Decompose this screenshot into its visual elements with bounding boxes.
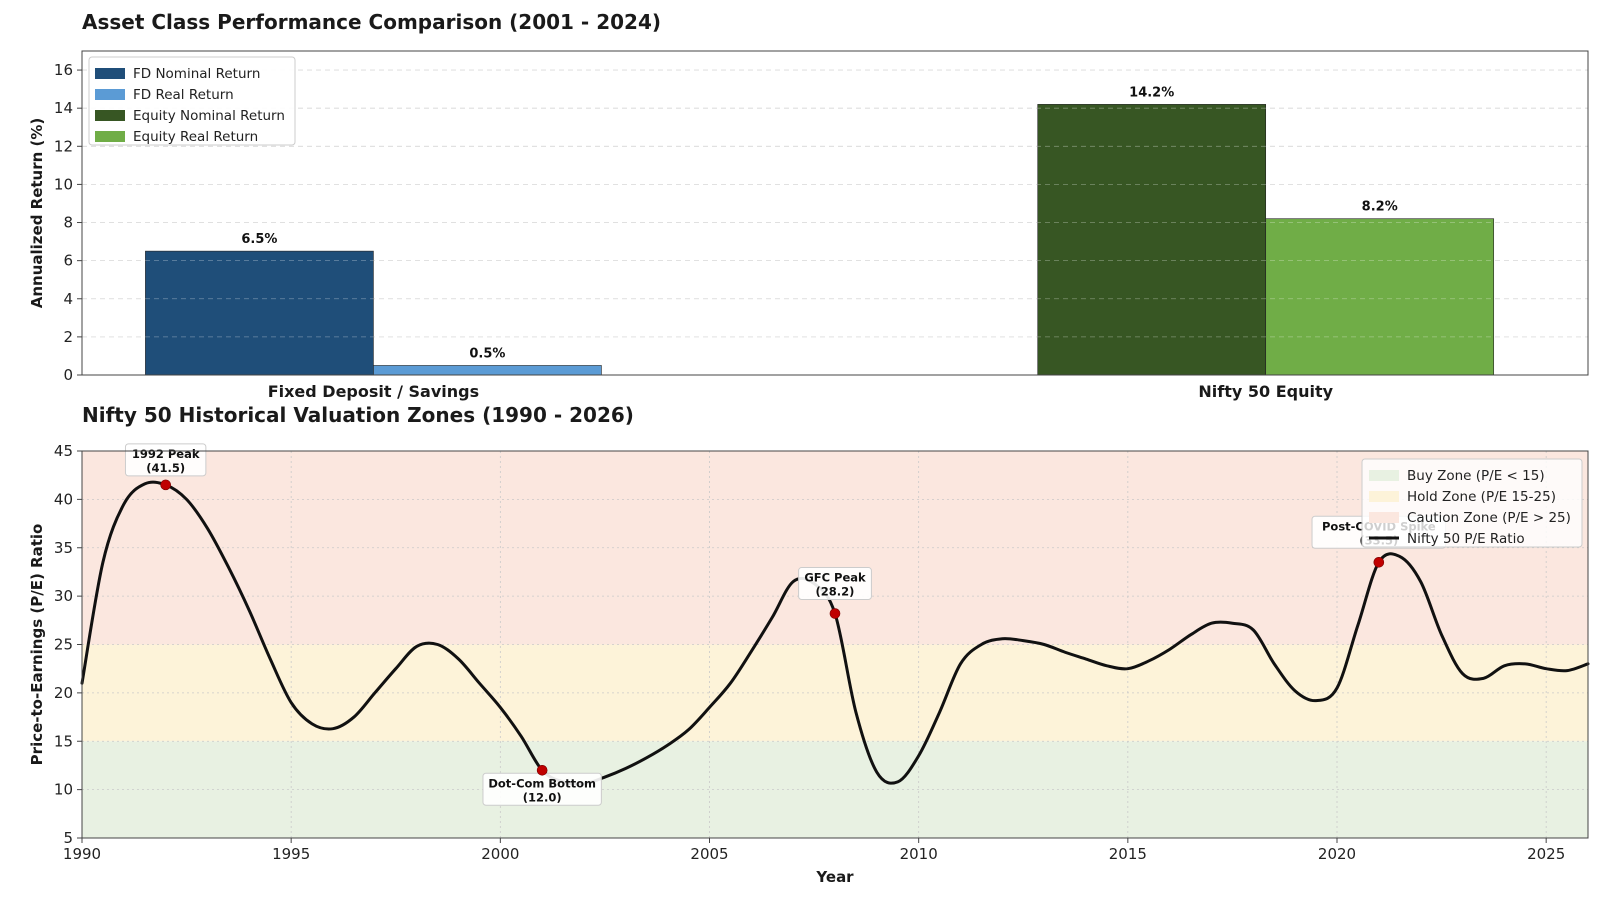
y-tick-label: 10 xyxy=(54,175,73,193)
legend-swatch xyxy=(1369,470,1399,481)
annotation-label: Dot-Com Bottom xyxy=(488,776,596,790)
x-tick-label: 2005 xyxy=(690,845,728,863)
x-tick-label: 2000 xyxy=(481,845,519,863)
x-tick-label: 1990 xyxy=(63,845,101,863)
y-tick-label: 20 xyxy=(54,684,73,702)
annotation-box xyxy=(798,567,872,601)
legend-label: FD Nominal Return xyxy=(133,66,260,82)
x-tick-label: 1995 xyxy=(272,845,310,863)
line-chart-legend: Buy Zone (P/E < 15) Hold Zone (P/E 15-25)… xyxy=(1361,458,1583,548)
y-tick-label: 6 xyxy=(63,252,73,270)
bar-chart-category-labels: Fixed Deposit / Savings Nifty 50 Equity xyxy=(268,382,1334,401)
bar-chart-value-labels: 6.5% 0.5% 14.2% 8.2% xyxy=(241,85,1397,361)
line-chart-y-ticks: 5 10 15 20 25 30 35 40 45 xyxy=(54,442,82,847)
bar-value-label: 8.2% xyxy=(1362,200,1398,215)
legend-label: Nifty 50 P/E Ratio xyxy=(1407,531,1525,547)
y-tick-label: 16 xyxy=(54,61,73,79)
bar-chart-frame xyxy=(81,50,1589,376)
y-tick-label: 15 xyxy=(54,732,73,750)
legend-swatch xyxy=(95,68,125,79)
annotation-value: (28.2) xyxy=(816,585,855,599)
bar-chart-legend: FD Nominal Return FD Real Return Equity No… xyxy=(88,56,296,146)
x-tick-label: 2025 xyxy=(1527,845,1565,863)
legend-swatch xyxy=(95,131,125,142)
annotation-marker xyxy=(829,608,841,619)
x-tick-label: 2010 xyxy=(900,845,938,863)
y-tick-label: 12 xyxy=(54,137,73,155)
y-tick-label: 40 xyxy=(54,490,73,508)
bar xyxy=(1265,218,1495,376)
category-label: Nifty 50 Equity xyxy=(1198,382,1333,401)
legend-label: Caution Zone (P/E > 25) xyxy=(1407,510,1571,526)
legend-label: Hold Zone (P/E 15-25) xyxy=(1407,489,1556,505)
bar-chart-title: Asset Class Performance Comparison (2001… xyxy=(82,10,661,34)
y-tick-label: 4 xyxy=(63,290,73,308)
bar-chart-y-axis-label: Annualized Return (%) xyxy=(28,118,46,309)
legend-swatch xyxy=(1369,512,1399,523)
bar-chart-bars xyxy=(82,69,1588,376)
bar xyxy=(1037,104,1267,376)
bar-value-label: 0.5% xyxy=(469,346,505,361)
x-tick-label: 2020 xyxy=(1318,845,1356,863)
y-tick-label: 2 xyxy=(63,328,73,346)
x-tick-label: 2015 xyxy=(1109,845,1147,863)
line-chart-x-axis-label: Year xyxy=(815,868,854,886)
annotation-marker xyxy=(536,764,548,776)
legend-box xyxy=(88,56,296,146)
annotation-marker xyxy=(1373,556,1385,568)
bar xyxy=(373,365,602,376)
bar-value-label: 6.5% xyxy=(241,232,277,247)
y-tick-label: 25 xyxy=(54,636,73,654)
y-tick-label: 0 xyxy=(63,366,73,384)
legend-label: Equity Nominal Return xyxy=(133,108,285,124)
annotation-value: (12.0) xyxy=(523,790,562,804)
legend-swatch xyxy=(95,89,125,100)
bar-value-label: 14.2% xyxy=(1129,85,1174,100)
bar xyxy=(145,250,374,376)
bar-chart-y-ticks: 0 2 4 6 8 10 12 14 16 xyxy=(54,61,82,384)
legend-swatch xyxy=(95,110,125,121)
annotation-value: (41.5) xyxy=(146,461,185,475)
bar-chart: Asset Class Performance Comparison (2001… xyxy=(28,10,1589,401)
line-chart-y-axis-label: Price-to-Earnings (P/E) Ratio xyxy=(28,524,46,766)
annotation-box xyxy=(124,443,207,477)
y-tick-label: 8 xyxy=(63,214,73,232)
y-tick-label: 14 xyxy=(54,99,73,117)
legend-label: Equity Real Return xyxy=(133,129,258,145)
category-label: Fixed Deposit / Savings xyxy=(268,382,479,401)
y-tick-label: 30 xyxy=(54,587,73,605)
line-chart-title: Nifty 50 Historical Valuation Zones (199… xyxy=(82,403,634,427)
legend-label: FD Real Return xyxy=(133,87,234,103)
annotation-marker xyxy=(160,479,171,491)
annotation-label: GFC Peak xyxy=(804,571,866,585)
y-tick-label: 10 xyxy=(54,781,73,799)
line-chart: Nifty 50 Historical Valuation Zones (199… xyxy=(28,403,1590,886)
legend-swatch xyxy=(1369,491,1399,502)
y-tick-label: 5 xyxy=(63,829,73,847)
annotation-label: 1992 Peak xyxy=(132,447,200,461)
legend-box xyxy=(1361,458,1583,548)
y-tick-label: 45 xyxy=(54,442,73,460)
y-tick-label: 35 xyxy=(54,539,73,557)
line-chart-x-ticks: 1990 1995 2000 2005 2010 2015 2020 2025 xyxy=(63,838,1565,863)
legend-label: Buy Zone (P/E < 15) xyxy=(1407,468,1545,484)
